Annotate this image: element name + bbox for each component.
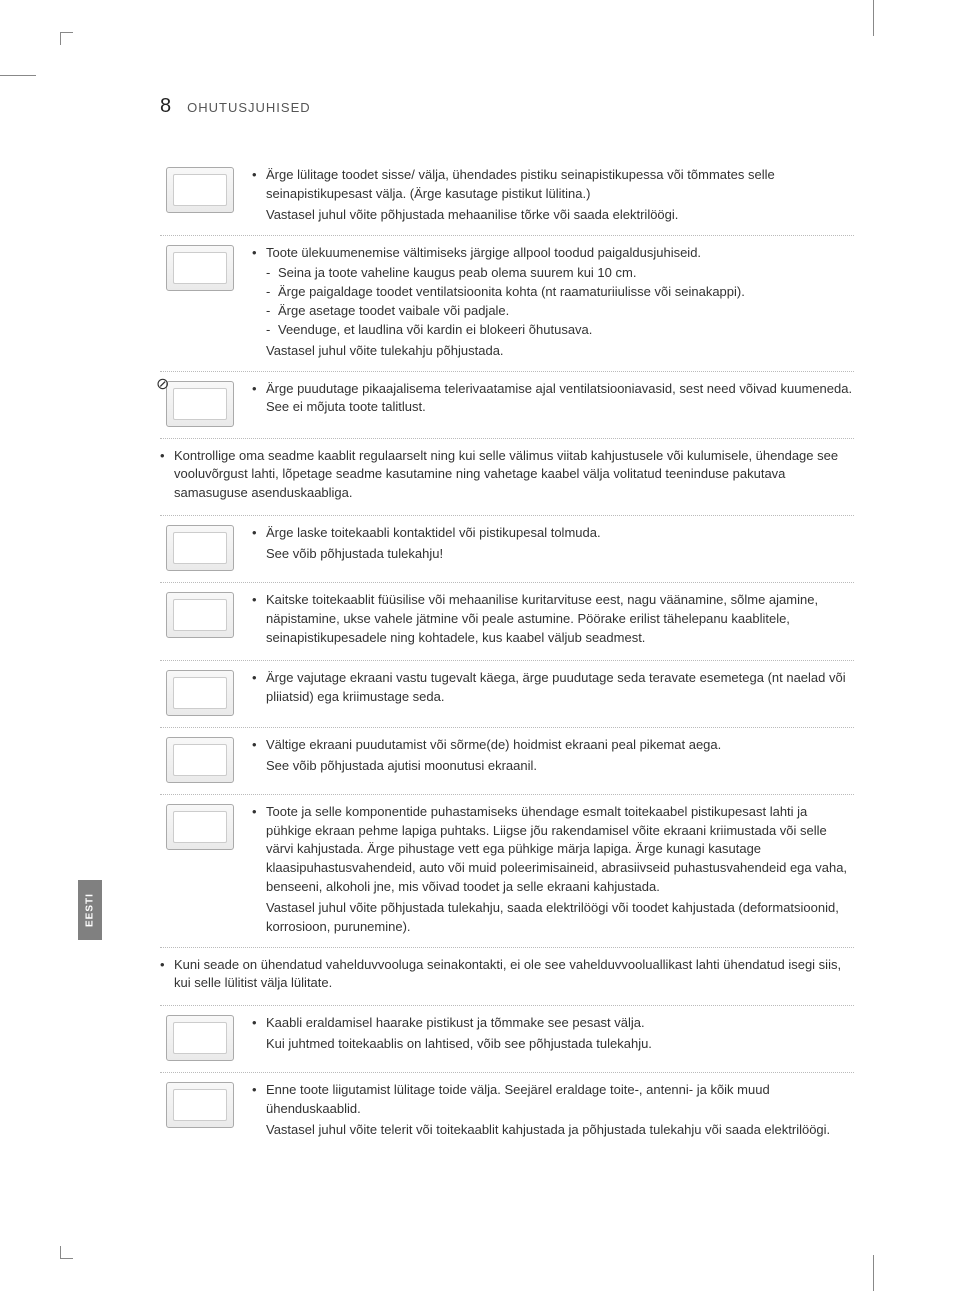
trailing-text: Kui juhtmed toitekaablis on lahtised, võ… [252, 1035, 854, 1054]
plug-switch-icon [160, 166, 240, 214]
bullet-item: Ärge puudutage pikaajalisema telerivaata… [252, 380, 854, 418]
bullet-item: Ärge lülitage toodet sisse/ välja, ühend… [252, 166, 854, 204]
crop-mark [60, 32, 73, 45]
bullet-item: Kaitske toitekaablit füüsilise või mehaa… [252, 591, 854, 648]
dust-plug-icon [160, 524, 240, 572]
section-title: OHUTUSJUHISED [187, 100, 311, 115]
crop-mark [60, 1246, 73, 1259]
instruction-text: Ärge lülitage toodet sisse/ välja, ühend… [252, 166, 854, 225]
dash-item: Ärge paigaldage toodet ventilatsioonita … [266, 283, 854, 302]
bullet-item: Toote ülekuumenemise vältimiseks järgige… [252, 244, 854, 263]
bullet-item: Vältige ekraani puudutamist või sõrme(de… [252, 736, 854, 755]
ventilation-icon [160, 244, 240, 292]
bullet-item: Enne toote liigutamist lülitage toide vä… [252, 1081, 854, 1119]
trailing-text: See võib põhjustada tulekahju! [252, 545, 854, 564]
bullet-item: Ärge vajutage ekraani vastu tugevalt käe… [252, 669, 854, 707]
cable-abuse-icon [160, 591, 240, 639]
trailing-text: Vastasel juhul võite telerit või toiteka… [252, 1121, 854, 1140]
cleaning-icon [160, 803, 240, 851]
language-tab: EESTI [78, 880, 102, 940]
instruction-row: Kaitske toitekaablit füüsilise või mehaa… [160, 583, 854, 661]
instruction-row: Vältige ekraani puudutamist või sõrme(de… [160, 728, 854, 795]
instruction-row: Toote ja selle komponentide puhastamisek… [160, 795, 854, 948]
instruction-row: Kuni seade on ühendatud vahelduvvooluga … [160, 948, 854, 1007]
instruction-text: Toote ülekuumenemise vältimiseks järgige… [252, 244, 854, 361]
crop-mark [873, 0, 874, 36]
instruction-row: Ärge laske toitekaabli kontaktidel või p… [160, 516, 854, 583]
trailing-text: Vastasel juhul võite tulekahju põhjustad… [252, 342, 854, 361]
trailing-text: See võib põhjustada ajutisi moonutusi ek… [252, 757, 854, 776]
dash-item: Ärge asetage toodet vaibale või padjale. [266, 302, 854, 321]
instruction-list: Ärge lülitage toodet sisse/ välja, ühend… [160, 158, 854, 1150]
screen-press-icon [160, 669, 240, 717]
instruction-text: Ärge vajutage ekraani vastu tugevalt käe… [252, 669, 854, 717]
hot-vent-icon: ⊘ [160, 380, 240, 428]
trailing-text: Vastasel juhul võite põhjustada tulekahj… [252, 899, 854, 937]
crop-mark [873, 1255, 874, 1291]
instruction-text: Ärge laske toitekaabli kontaktidel või p… [252, 524, 854, 572]
prohibit-icon: ⊘ [156, 374, 169, 394]
bullet-item: Toote ja selle komponentide puhastamisek… [252, 803, 854, 897]
move-unplug-icon [160, 1081, 240, 1129]
instruction-text: Ärge puudutage pikaajalisema telerivaata… [252, 380, 854, 428]
instruction-row: Kaabli eraldamisel haarake pistikust ja … [160, 1006, 854, 1073]
instruction-row: Toote ülekuumenemise vältimiseks järgige… [160, 236, 854, 372]
dash-item: Seina ja toote vaheline kaugus peab olem… [266, 264, 854, 283]
instruction-row: Ärge lülitage toodet sisse/ välja, ühend… [160, 158, 854, 236]
crop-mark [0, 75, 36, 76]
instruction-text: Vältige ekraani puudutamist või sõrme(de… [252, 736, 854, 784]
instruction-text: Kuni seade on ühendatud vahelduvvooluga … [160, 956, 854, 996]
bullet-item: Kuni seade on ühendatud vahelduvvooluga … [160, 956, 854, 994]
instruction-row: Enne toote liigutamist lülitage toide vä… [160, 1073, 854, 1150]
dash-item: Veenduge, et laudlina või kardin ei blok… [266, 321, 854, 340]
bullet-item: Kaabli eraldamisel haarake pistikust ja … [252, 1014, 854, 1033]
instruction-text: Kontrollige oma seadme kaablit regulaars… [160, 447, 854, 506]
instruction-text: Toote ja selle komponentide puhastamisek… [252, 803, 854, 937]
finger-screen-icon [160, 736, 240, 784]
bullet-item: Ärge laske toitekaabli kontaktidel või p… [252, 524, 854, 543]
bullet-item: Kontrollige oma seadme kaablit regulaars… [160, 447, 854, 504]
instruction-row: Ärge vajutage ekraani vastu tugevalt käe… [160, 661, 854, 728]
trailing-text: Vastasel juhul võite põhjustada mehaanil… [252, 206, 854, 225]
unplug-grip-icon [160, 1014, 240, 1062]
instruction-text: Enne toote liigutamist lülitage toide vä… [252, 1081, 854, 1140]
page-number: 8 [160, 95, 171, 118]
instruction-text: Kaabli eraldamisel haarake pistikust ja … [252, 1014, 854, 1062]
instruction-row: Kontrollige oma seadme kaablit regulaars… [160, 439, 854, 517]
instruction-text: Kaitske toitekaablit füüsilise või mehaa… [252, 591, 854, 650]
instruction-row: ⊘ Ärge puudutage pikaajalisema telerivaat… [160, 372, 854, 439]
